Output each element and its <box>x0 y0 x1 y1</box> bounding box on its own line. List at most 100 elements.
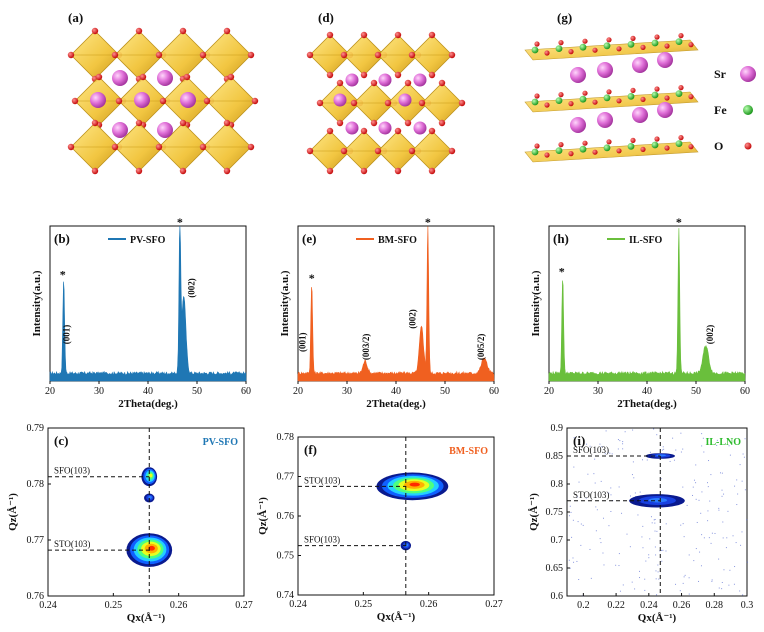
oxygen-atom <box>418 99 426 107</box>
oxygen-atom <box>199 51 207 59</box>
sr-atom <box>134 92 150 108</box>
oxygen-atom <box>428 127 436 135</box>
y-tick-label: 0.75 <box>546 507 564 518</box>
oxygen-atom <box>448 51 456 59</box>
speckle <box>741 480 743 482</box>
oxygen-atom <box>688 94 694 100</box>
speckle <box>569 505 571 507</box>
speckle <box>661 449 663 451</box>
speckle <box>599 443 601 445</box>
oxygen-atom <box>616 46 622 52</box>
spot-label: STO(103) <box>304 475 340 485</box>
oxygen-atom <box>67 143 75 151</box>
rsm-chart: STO(103) SFO(103) 0.24 0.25 0.26 0.27 0.76 0.77… <box>7 423 253 624</box>
speckle <box>610 510 612 512</box>
speckle <box>680 451 682 453</box>
x-tick-label: 0.22 <box>607 600 625 611</box>
oxygen-atom <box>458 99 466 107</box>
oxygen-atom <box>316 99 324 107</box>
speckle <box>718 587 720 589</box>
speckle <box>682 582 684 584</box>
fe-atom <box>603 144 611 152</box>
speckle <box>744 438 746 440</box>
speckle <box>621 512 623 514</box>
speckle <box>722 521 724 523</box>
oxygen-atom <box>630 87 636 93</box>
panel-label: (c) <box>54 433 68 448</box>
speckle <box>615 564 617 566</box>
sr-atom <box>112 122 128 138</box>
oxygen-atom <box>404 119 412 127</box>
x-tick-label: 0.26 <box>673 600 691 611</box>
speckle <box>707 520 709 522</box>
x-axis-label: Qx(Å⁻¹) <box>127 612 166 624</box>
fe-atom <box>651 39 659 47</box>
x-axis-label: 2Theta(deg.) <box>366 398 426 410</box>
y-tick-label: 0.76 <box>277 511 295 522</box>
peak-annotation: (005/2) <box>476 334 486 361</box>
speckle <box>734 566 736 568</box>
sr-atom <box>90 92 106 108</box>
oxygen-atom <box>568 151 574 157</box>
oxygen-atom <box>139 73 147 81</box>
speckle <box>582 524 584 526</box>
oxygen-atom <box>326 71 334 79</box>
oxygen-atom <box>544 102 550 108</box>
peak-annotation: * <box>309 271 315 285</box>
oxygen-atom <box>326 127 334 135</box>
x-tick-label: 50 <box>440 386 450 397</box>
oxygen-atom <box>340 147 348 155</box>
speckle <box>682 523 684 525</box>
x-tick-label: 40 <box>143 386 153 397</box>
speckle <box>701 445 703 447</box>
oxygen-atom <box>179 119 187 127</box>
x-tick-label: 30 <box>593 386 603 397</box>
map-title: BM-SFO <box>449 446 488 457</box>
peak-annotation: * <box>60 268 66 282</box>
oxygen-atom <box>438 119 446 127</box>
speckle <box>707 482 708 484</box>
peak-annotation: * <box>559 265 565 279</box>
peak-annotation: (001) <box>62 325 72 345</box>
speckle <box>657 564 659 566</box>
speckle <box>682 448 684 450</box>
legend-atom <box>743 105 753 115</box>
oxygen-atom <box>135 119 143 127</box>
oxygen-atom <box>183 73 191 81</box>
speckle <box>721 472 723 474</box>
oxygen-atom <box>582 38 588 44</box>
xrd-charts: 20 30 40 50 60 2Theta(deg.) Intensity(a.u.) (b)… <box>31 215 750 410</box>
oxygen-atom <box>592 47 598 53</box>
speckle <box>644 589 646 591</box>
peak-annotation: (003/2) <box>361 334 371 361</box>
oxygen-atom <box>350 99 358 107</box>
x-tick-label: 0.27 <box>235 600 253 611</box>
xrd-chart: 20 30 40 50 60 2Theta(deg.) Intensity(a.u.) (h)… <box>530 215 750 410</box>
speckle <box>576 560 578 562</box>
x-tick-label: 0.28 <box>706 600 724 611</box>
speckle <box>654 546 656 548</box>
oxygen-atom <box>544 50 550 56</box>
speckle <box>578 481 580 483</box>
map-title: IL-LNO <box>705 437 741 448</box>
speckle <box>656 594 658 596</box>
rsm-chart: STO(103) SFO(103) 0.2 0.22 0.24 0.26 0.28 0.3 0.… <box>528 423 753 624</box>
speckle <box>587 473 589 475</box>
y-tick-label: 0.7 <box>551 535 564 546</box>
speckle <box>723 493 725 495</box>
speckle <box>711 579 713 581</box>
speckle <box>708 537 710 539</box>
x-tick-label: 0.3 <box>741 600 754 611</box>
x-tick-label: 0.24 <box>640 600 658 611</box>
speckle <box>719 472 721 474</box>
speckle <box>692 494 694 496</box>
speckle <box>707 510 709 512</box>
structure-pv <box>67 27 259 175</box>
rsm-chart: STO(103) SFO(103) 0.24 0.25 0.26 0.27 0.74 0.75… <box>257 432 503 623</box>
speckle <box>639 491 641 493</box>
oxygen-atom <box>616 148 622 154</box>
speckle <box>622 584 624 586</box>
oxygen-atom <box>428 167 436 175</box>
xrd-chart: 20 30 40 50 60 2Theta(deg.) Intensity(a.u.) (e)… <box>279 215 499 410</box>
oxygen-atom <box>640 96 646 102</box>
